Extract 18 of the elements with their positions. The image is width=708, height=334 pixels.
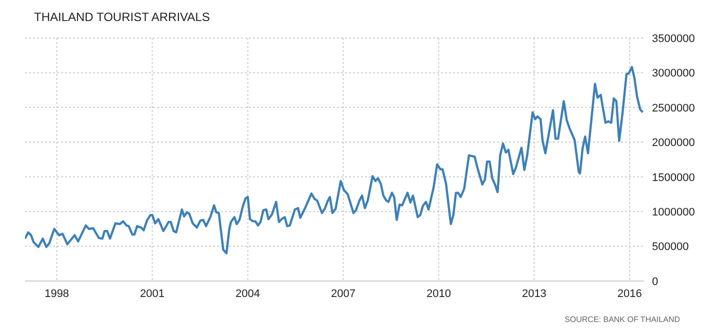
x-tick-label: 2001 [140,288,165,300]
line-series [25,66,644,254]
y-tick-label: 3000000 [652,68,695,80]
y-tick-label: 1000000 [652,206,695,218]
x-tick-label: 2010 [426,288,451,300]
y-tick-label: 500000 [652,241,689,254]
x-tick-label: 2004 [236,288,260,300]
y-tick-label: 2500000 [652,102,695,114]
y-tick-label: 3500000 [652,32,695,45]
source-note: SOURCE: BANK OF THAILAND [564,315,680,324]
y-tick-label: 2000000 [652,137,695,150]
x-tick-label: 2016 [617,288,642,300]
x-tick-label: 2013 [522,288,546,300]
y-tick-label: 1500000 [652,172,695,184]
y-tick-label: 0 [652,276,658,288]
chart-title: THAILAND TOURIST ARRIVALS [34,10,210,24]
x-tick-label: 1998 [44,288,70,300]
x-tick-label: 2007 [331,288,356,300]
